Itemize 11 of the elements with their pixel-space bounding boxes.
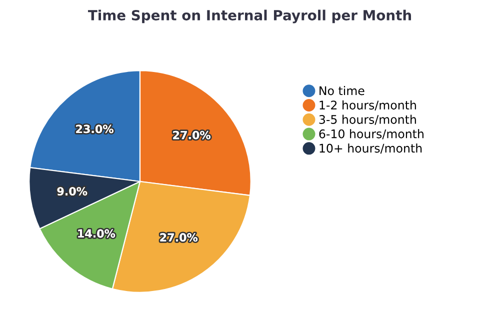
data-label: 14.0%	[78, 229, 116, 238]
data-label: 27.0%	[160, 233, 198, 242]
legend-label: No time	[320, 86, 364, 96]
data-label: 23.0%	[76, 124, 114, 134]
chart-title: Time Spent on Internal Payroll per Month	[88, 10, 411, 24]
data-label: 27.0%	[173, 130, 210, 140]
legend-label: 10+ hours/month	[320, 144, 422, 154]
data-label: 9.0%	[57, 187, 88, 196]
legend-label: 3-5 hours/month	[319, 114, 416, 125]
legend-label: 6-10 hours/month	[319, 129, 424, 140]
legend-label: 1-2 hours/month	[320, 100, 416, 110]
